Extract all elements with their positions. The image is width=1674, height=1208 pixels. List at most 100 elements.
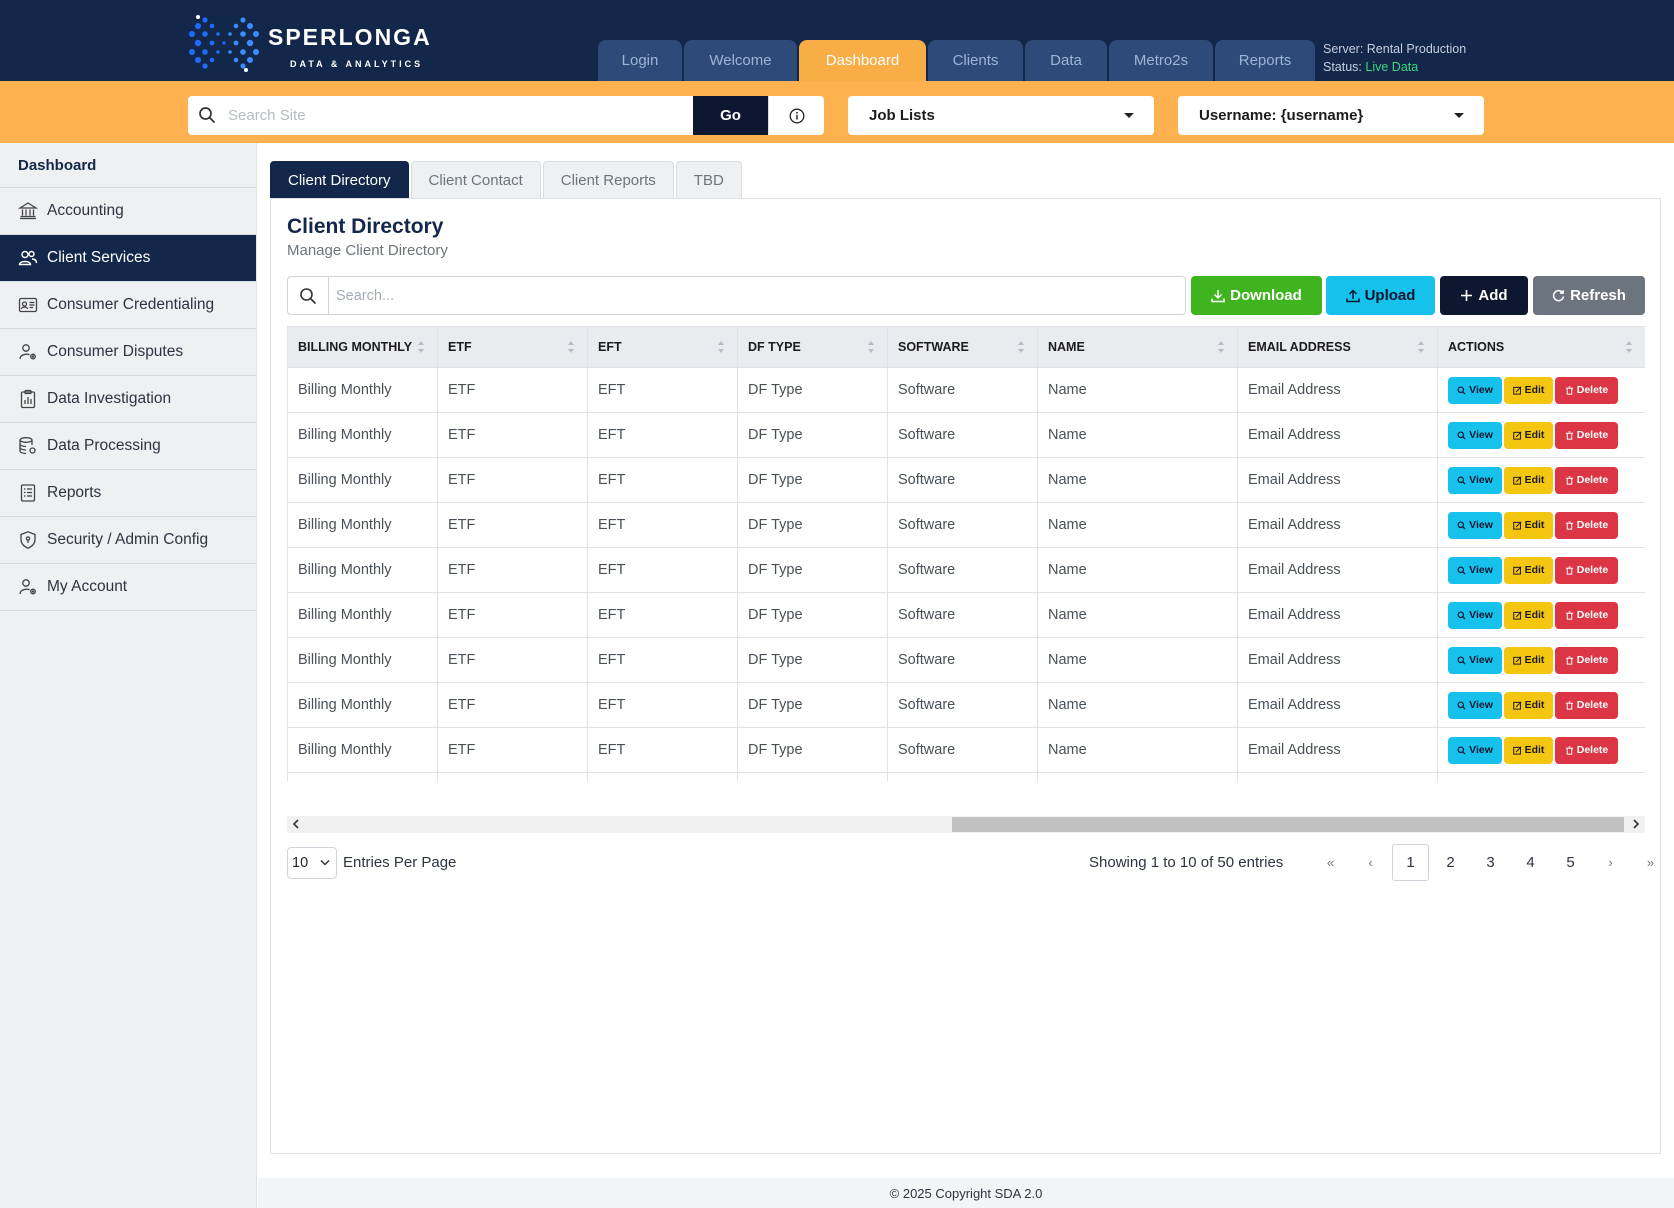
edit-button[interactable]: Edit — [1504, 421, 1553, 449]
job-lists-select[interactable]: Job Lists — [848, 96, 1154, 135]
edit-button[interactable]: Edit — [1504, 646, 1553, 674]
column-header[interactable]: DF TYPE — [737, 326, 888, 368]
username-select[interactable]: Username: {username} — [1178, 96, 1484, 135]
page-last[interactable]: » — [1646, 855, 1655, 870]
search-icon — [300, 288, 316, 304]
site-search-input[interactable] — [224, 96, 684, 135]
delete-button[interactable]: Delete — [1555, 421, 1618, 449]
view-button[interactable]: View — [1448, 691, 1502, 719]
column-header[interactable]: EMAIL ADDRESS — [1237, 326, 1438, 368]
page-4[interactable]: 4 — [1526, 854, 1535, 871]
delete-button[interactable]: Delete — [1555, 736, 1618, 764]
sort-icon[interactable] — [1017, 339, 1025, 355]
view-button[interactable]: View — [1448, 466, 1502, 494]
delete-button[interactable]: Delete — [1555, 601, 1618, 629]
sidebar-item-reports[interactable]: Reports — [0, 470, 256, 517]
edit-button[interactable]: Edit — [1504, 736, 1553, 764]
content-tabs: Client Directory Client Contact Client R… — [270, 161, 744, 198]
sort-icon[interactable] — [567, 339, 575, 355]
delete-button[interactable]: Delete — [1555, 511, 1618, 539]
delete-button[interactable]: Delete — [1555, 466, 1618, 494]
delete-button[interactable]: Delete — [1555, 646, 1618, 674]
table-body: Billing Monthly ETF EFT DF Type Software Name… — [287, 367, 1645, 781]
scrollbar-thumb[interactable] — [952, 817, 1624, 832]
page-5[interactable]: 5 — [1566, 854, 1575, 871]
view-button[interactable]: View — [1448, 601, 1502, 629]
scroll-right-icon[interactable] — [1631, 819, 1641, 829]
upload-button[interactable]: Upload — [1326, 276, 1435, 315]
tab-client-reports[interactable]: Client Reports — [542, 161, 674, 198]
view-button[interactable]: View — [1448, 736, 1502, 764]
view-button[interactable]: View — [1448, 646, 1502, 674]
table-cell: Email Address — [1237, 772, 1438, 781]
column-header[interactable]: ETF — [437, 326, 588, 368]
scroll-left-icon[interactable] — [291, 819, 301, 829]
table-cell: EFT — [587, 637, 738, 683]
edit-button[interactable]: Edit — [1504, 601, 1553, 629]
column-header[interactable]: NAME — [1037, 326, 1238, 368]
page-first[interactable]: « — [1326, 855, 1335, 870]
column-header[interactable]: ACTIONS — [1437, 326, 1645, 368]
download-label: Download — [1230, 287, 1302, 304]
download-button[interactable]: Download — [1191, 276, 1322, 315]
column-header[interactable]: SOFTWARE — [887, 326, 1038, 368]
page-1[interactable]: 1 — [1392, 844, 1429, 881]
sidebar-title[interactable]: Dashboard — [0, 143, 256, 188]
delete-button[interactable]: Delete — [1555, 376, 1618, 404]
edit-button[interactable]: Edit — [1504, 691, 1553, 719]
sort-icon[interactable] — [1217, 339, 1225, 355]
column-header[interactable]: EFT — [587, 326, 738, 368]
sort-icon[interactable] — [1625, 339, 1633, 355]
sidebar-item-client-services[interactable]: Client Services — [0, 235, 256, 282]
page-3[interactable]: 3 — [1486, 854, 1495, 871]
table-cell: ETF — [437, 367, 588, 413]
tab-client-contact[interactable]: Client Contact — [410, 161, 541, 198]
go-button[interactable]: Go — [693, 96, 768, 135]
nav-tab-dashboard[interactable]: Dashboard — [799, 40, 926, 81]
table-search-input[interactable] — [336, 277, 1176, 314]
entries-per-page-select[interactable]: 10 — [287, 847, 337, 879]
horizontal-scrollbar[interactable] — [287, 816, 1645, 833]
delete-button[interactable]: Delete — [1555, 556, 1618, 584]
nav-tab-clients[interactable]: Clients — [928, 40, 1023, 81]
page-next[interactable]: › — [1608, 855, 1613, 870]
page-prev[interactable]: ‹ — [1368, 855, 1373, 870]
sidebar-item-data-investigation[interactable]: Data Investigation — [0, 376, 256, 423]
sort-icon[interactable] — [717, 339, 725, 355]
sidebar-item-consumer-disputes[interactable]: Consumer Disputes — [0, 329, 256, 376]
sort-icon[interactable] — [1417, 339, 1425, 355]
add-button[interactable]: Add — [1440, 276, 1528, 315]
delete-button[interactable]: Delete — [1555, 691, 1618, 719]
view-button[interactable]: View — [1448, 421, 1502, 449]
nav-tab-reports[interactable]: Reports — [1215, 40, 1315, 81]
column-header[interactable]: BILLING MONTHLY — [287, 326, 438, 368]
view-button[interactable]: View — [1448, 376, 1502, 404]
sidebar-item-data-processing[interactable]: Data Processing — [0, 423, 256, 470]
tab-client-directory[interactable]: Client Directory — [270, 161, 409, 198]
sidebar-item-consumer-credentialing[interactable]: Consumer Credentialing — [0, 282, 256, 329]
sort-icon[interactable] — [417, 339, 425, 355]
edit-button[interactable]: Edit — [1504, 511, 1553, 539]
column-header-label: BILLING MONTHLY — [298, 340, 413, 354]
view-button[interactable]: View — [1448, 511, 1502, 539]
nav-tab-data[interactable]: Data — [1025, 40, 1107, 81]
refresh-button[interactable]: Refresh — [1533, 276, 1645, 315]
edit-button[interactable]: Edit — [1504, 556, 1553, 584]
sidebar-item-accounting[interactable]: Accounting — [0, 188, 256, 235]
nav-tab-welcome[interactable]: Welcome — [684, 40, 797, 81]
trash-icon — [1565, 475, 1573, 485]
table-cell: DF Type — [737, 502, 888, 548]
nav-tab-metro2s[interactable]: Metro2s — [1109, 40, 1213, 81]
tab-tbd[interactable]: TBD — [675, 161, 742, 198]
sidebar-item-security-admin-config[interactable]: Security / Admin Config — [0, 517, 256, 564]
nav-tab-login[interactable]: Login — [598, 40, 682, 81]
edit-button[interactable]: Edit — [1504, 376, 1553, 404]
refresh-label: Refresh — [1570, 287, 1626, 304]
sort-icon[interactable] — [867, 339, 875, 355]
view-button[interactable]: View — [1448, 556, 1502, 584]
brand-logo[interactable]: SPERLONGA DATA & ANALYTICS — [186, 12, 446, 74]
page-2[interactable]: 2 — [1446, 854, 1455, 871]
sidebar-item-my-account[interactable]: My Account — [0, 564, 256, 611]
edit-button[interactable]: Edit — [1504, 466, 1553, 494]
info-button[interactable] — [768, 96, 824, 135]
